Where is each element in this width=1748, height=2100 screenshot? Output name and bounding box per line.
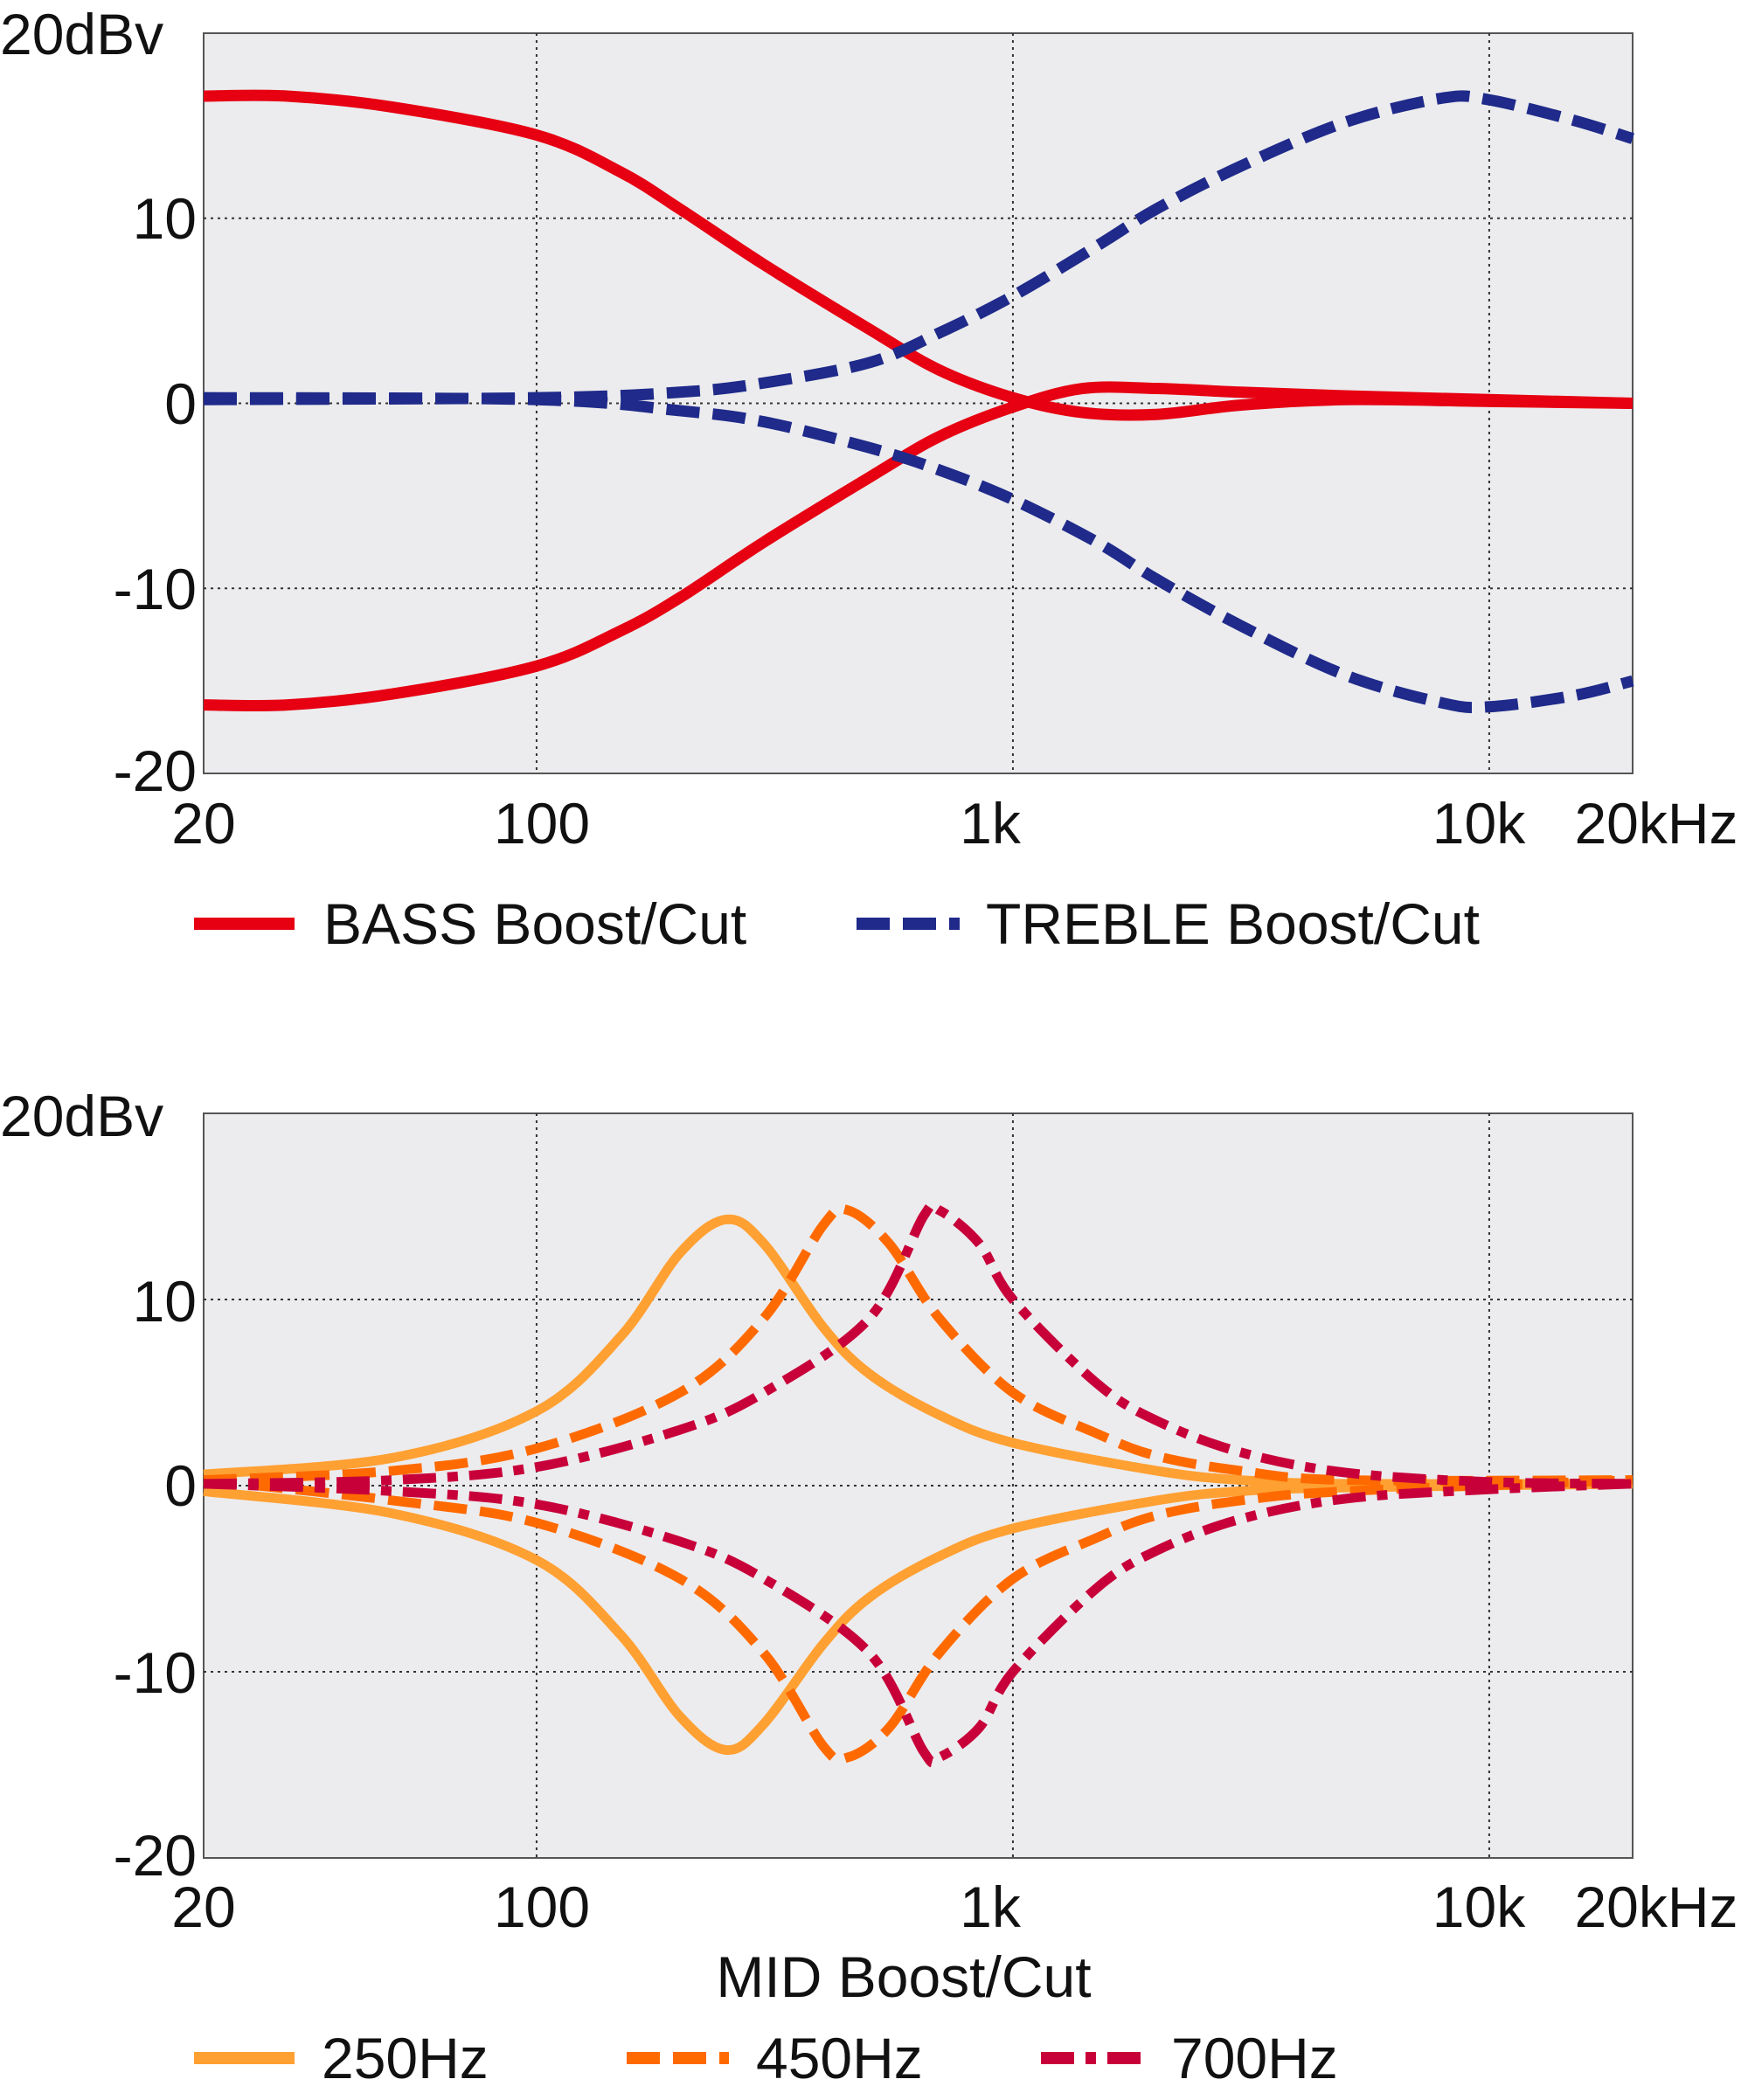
x-tick-label: 20kHz — [1574, 1875, 1738, 1939]
series-lines — [203, 89, 1634, 714]
legend-label-700hz: 700Hz — [1171, 2026, 1338, 2090]
x-tick-label: 100 — [494, 1875, 590, 1939]
y-tick-label: 20dBv — [0, 1084, 163, 1148]
y-tick-label: 10 — [133, 186, 197, 251]
series-line-1-0 — [203, 1214, 1634, 1489]
x-tick-label: 20 — [171, 791, 235, 856]
x-tick-label: 20kHz — [1574, 791, 1738, 856]
x-axis-title: MID Boost/Cut — [716, 1944, 1091, 2009]
x-tick-label: 1k — [960, 1875, 1022, 1939]
legend-label-250hz: 250Hz — [322, 2026, 489, 2090]
y-tick-label: 10 — [133, 1269, 197, 1334]
y-tick-label: -10 — [114, 1640, 197, 1705]
legend-label-450hz: 450Hz — [756, 2026, 923, 2090]
y-tick-label: -20 — [114, 1823, 197, 1888]
series-line-0-3 — [203, 392, 1634, 714]
legend: 250Hz 450Hz 700Hz — [194, 2026, 1338, 2090]
x-tick-label: 20 — [171, 1875, 235, 1939]
x-tick-label: 10k — [1432, 791, 1526, 856]
legend-label-treble: TREBLE Boost/Cut — [986, 891, 1480, 956]
series-line-0-2 — [203, 90, 1634, 405]
x-tick-label: 100 — [494, 791, 590, 856]
bass-treble-chart: 20dBv 10 0 -10 -20 20 100 1k 10k 20kHz B… — [0, 2, 1738, 956]
x-tick-label: 1k — [960, 791, 1022, 856]
series-line-1-4 — [203, 1199, 1634, 1489]
series-line-1-2 — [203, 1203, 1634, 1486]
mid-chart: 20dBv 10 0 -10 -20 20 100 1k 10k 20kHz M… — [0, 1084, 1738, 2090]
y-tick-label: 20dBv — [0, 2, 163, 66]
y-tick-label: -10 — [114, 557, 197, 621]
legend: BASS Boost/Cut TREBLE Boost/Cut — [194, 891, 1480, 956]
y-tick-label: -20 — [114, 738, 197, 803]
y-tick-label: 0 — [164, 1453, 197, 1518]
series-line-1-3 — [203, 1475, 1634, 1765]
x-tick-label: 10k — [1432, 1875, 1526, 1939]
y-tick-label: 0 — [164, 371, 197, 436]
series-line-1-5 — [203, 1479, 1634, 1768]
legend-label-bass: BASS Boost/Cut — [323, 891, 746, 956]
series-lines — [203, 1199, 1634, 1768]
series-line-1-1 — [203, 1479, 1634, 1755]
